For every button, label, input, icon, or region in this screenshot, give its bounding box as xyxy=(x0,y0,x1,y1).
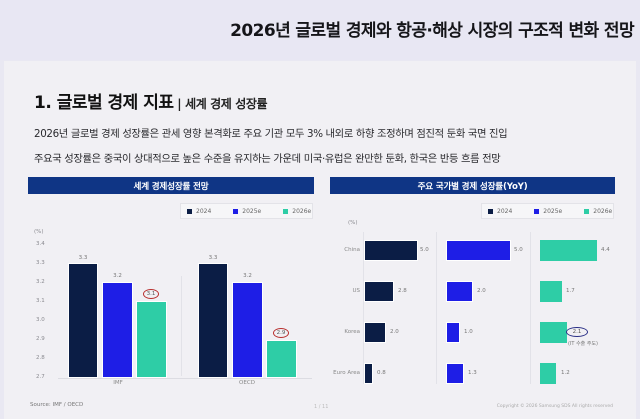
legend-item-2026e: 2026e xyxy=(584,208,612,215)
hbar-china-2024 xyxy=(364,240,418,261)
bar-imf-2024 xyxy=(68,263,98,378)
legend-item-2026e: 2026e xyxy=(283,208,311,215)
swatch-2024-icon xyxy=(488,208,493,214)
value-label: 3.3 xyxy=(78,255,88,261)
swatch-2026e-icon xyxy=(283,208,289,214)
highlight-circle-korea-2026e: 2.1 xyxy=(566,327,588,337)
category-label: China xyxy=(344,247,360,253)
value-label: 2.0 xyxy=(390,329,399,335)
ytick: 2.7 xyxy=(36,374,45,380)
legend-item-2025e: 2025e xyxy=(233,208,261,215)
value-label: 0.8 xyxy=(377,370,386,376)
bar-imf-2026e xyxy=(136,301,167,378)
value-label: 5.0 xyxy=(420,247,429,253)
ytick: 2.9 xyxy=(36,336,45,342)
left-group-divider xyxy=(181,276,182,376)
section-separator: | xyxy=(173,97,186,111)
ytick: 3.2 xyxy=(36,279,45,285)
hbar-euro-area-2026e xyxy=(540,363,556,384)
value-label: 1.3 xyxy=(468,370,477,376)
bar-oecd-2025e xyxy=(232,282,263,378)
axis-divider xyxy=(530,232,531,384)
section-subtitle: 세계 경제 성장률 xyxy=(185,97,268,111)
swatch-2024-icon xyxy=(187,208,192,214)
hbar-korea-2026e xyxy=(540,322,567,343)
value-label: 3.3 xyxy=(208,255,218,261)
left-x-axis xyxy=(58,378,312,379)
category-label: US xyxy=(352,288,360,294)
highlight-circle-oecd-2026e: 2.9 xyxy=(273,328,289,338)
value-label: 1.2 xyxy=(561,370,570,376)
swatch-2025e-icon xyxy=(534,208,540,214)
copyright-note: Copyright © 2026 Samsung SDS All rights … xyxy=(496,404,613,409)
hbar-euro-area-2025e xyxy=(446,363,464,384)
body-line-2: 주요국 성장률은 중국이 상대적으로 높은 수준을 유지하는 가운데 미국·유럽… xyxy=(34,153,501,165)
hbar-us-2024 xyxy=(364,281,394,302)
value-label: 5.0 xyxy=(514,247,523,253)
bar-oecd-2026e xyxy=(266,340,297,378)
value-label: 4.4 xyxy=(601,247,610,253)
value-label: 3.2 xyxy=(243,273,252,279)
ytick: 3.1 xyxy=(36,298,45,304)
page-title: 2026년 글로벌 경제와 항공·해상 시장의 구조적 변화 전망 xyxy=(230,21,634,41)
axis-line-2024 xyxy=(363,232,364,384)
header-band xyxy=(0,0,640,60)
left-y-unit: (%) xyxy=(34,229,44,235)
legend-item-2024: 2024 xyxy=(488,208,512,215)
category-label: Euro Area xyxy=(333,370,360,376)
hbar-korea-2024 xyxy=(364,322,386,343)
annotation-it-export: (IT 수출 주도) xyxy=(568,341,599,347)
hbar-us-2025e xyxy=(446,281,473,302)
category-label: OECD xyxy=(239,380,255,386)
ytick: 3.4 xyxy=(36,241,45,247)
world-growth-chart-header: 세계 경제성장률 전망 xyxy=(28,177,314,194)
swatch-2026e-icon xyxy=(584,208,590,214)
hbar-korea-2025e xyxy=(446,322,460,343)
value-label: 1.0 xyxy=(464,329,473,335)
legend-item-2024: 2024 xyxy=(187,208,211,215)
legend-right: 2024 2025e 2026e xyxy=(481,203,614,219)
section-heading: 1. 글로벌 경제 지표 | 세계 경제 성장률 xyxy=(34,88,268,113)
country-growth-chart-header: 주요 국가별 경제 성장률(YoY) xyxy=(330,177,615,194)
value-label: 2.8 xyxy=(398,288,407,294)
ytick: 3.0 xyxy=(36,317,45,323)
category-label: IMF xyxy=(113,380,123,386)
ytick: 2.8 xyxy=(36,355,45,361)
hbar-china-2025e xyxy=(446,240,511,261)
legend-item-2025e: 2025e xyxy=(534,208,562,215)
highlight-circle-imf-2026e: 3.1 xyxy=(143,289,159,299)
right-y-unit: (%) xyxy=(348,220,358,226)
page-indicator: 1 / 11 xyxy=(314,404,329,410)
bar-oecd-2024 xyxy=(198,263,228,378)
hbar-us-2026e xyxy=(540,281,562,302)
axis-divider xyxy=(436,232,437,384)
hbar-euro-area-2024 xyxy=(364,363,373,384)
legend-left: 2024 2025e 2026e xyxy=(180,203,313,219)
swatch-2025e-icon xyxy=(233,208,239,214)
category-label: Korea xyxy=(344,329,360,335)
value-label: 3.2 xyxy=(113,273,122,279)
hbar-china-2026e xyxy=(540,240,597,261)
value-label: 1.7 xyxy=(566,288,575,294)
source-note: Source: IMF / OECD xyxy=(30,402,84,408)
value-label: 2.0 xyxy=(477,288,486,294)
ytick: 3.3 xyxy=(36,260,45,266)
body-line-1: 2026년 글로벌 경제 성장률은 관세 영향 본격화로 주요 기관 모두 3%… xyxy=(34,128,508,140)
section-title: 1. 글로벌 경제 지표 xyxy=(34,93,174,113)
bar-imf-2025e xyxy=(102,282,133,378)
